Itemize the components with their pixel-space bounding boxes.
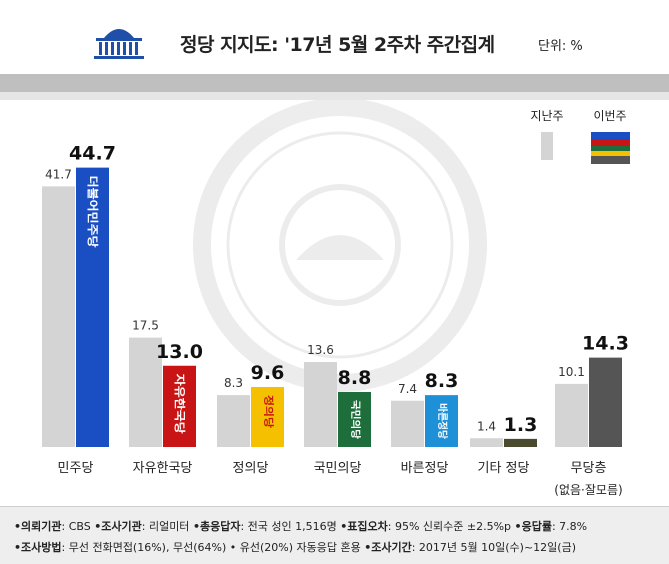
bar-previous-2: [217, 395, 250, 447]
bar-current-1: [163, 365, 196, 447]
value-label-previous-5: 1.4: [477, 419, 496, 433]
bar-chart: 지난주 이번주 41.744.7더불어민주당민주당17.513.0자유한국당자유…: [42, 100, 630, 497]
response-rate-value: : 7.8%: [551, 520, 588, 533]
party-logo-1: 자유한국당: [173, 374, 187, 434]
category-sublabel-6: (없음·잘모름): [554, 483, 622, 497]
bar-previous-4: [391, 400, 424, 447]
value-label-current-1: 13.0: [156, 341, 203, 363]
bar-current-4: [425, 395, 458, 447]
category-label-2: 정의당: [233, 461, 269, 476]
agency-value: : 리얼미터: [141, 520, 190, 533]
category-label-0: 민주당: [58, 461, 94, 476]
party-logo-4: 바른정당: [436, 403, 449, 440]
bar-previous-5: [470, 438, 503, 447]
method-value: : 무선 전화면접(16%), 무선(64%) • 유선(20%) 자동응답 혼…: [61, 541, 361, 554]
assembly-seal-watermark: [193, 100, 487, 392]
category-label-5: 기타 정당: [478, 461, 530, 476]
bar-previous-6: [555, 383, 588, 447]
legend-current-label: 이번주: [593, 109, 626, 123]
value-label-current-4: 8.3: [425, 370, 459, 392]
respondents-label: •총응답자: [192, 520, 241, 533]
legend-previous-label: 지난주: [530, 109, 563, 123]
bar-current-3: [338, 392, 371, 447]
margin-of-error-value: : 95% 신뢰수준 ±2.5%p: [387, 520, 512, 533]
response-rate-label: •응답률: [514, 520, 552, 533]
category-label-1: 자유한국당: [133, 461, 193, 476]
respondents-value: : 전국 성인 1,516명: [240, 520, 337, 533]
client-label: •의뢰기관: [14, 520, 62, 533]
category-label-4: 바른정당: [401, 461, 449, 476]
value-label-previous-1: 17.5: [132, 319, 159, 333]
survey-info-line-2: •조사방법: 무선 전화면접(16%), 무선(64%) • 유선(20%) 자…: [14, 539, 576, 555]
bar-current-6: [589, 357, 622, 447]
national-assembly-icon: [94, 29, 144, 59]
period-value: : 2017년 5월 10일(수)~12일(금): [411, 541, 577, 554]
legend-current-swatch: [591, 132, 630, 164]
value-label-current-2: 9.6: [251, 362, 285, 384]
party-logo-0: 더불어민주당: [86, 176, 100, 248]
category-label-3: 국민의당: [314, 461, 362, 476]
value-label-current-3: 8.8: [338, 367, 372, 389]
bar-current-0: [76, 167, 109, 447]
value-label-previous-3: 13.6: [307, 343, 334, 357]
value-label-previous-6: 10.1: [558, 365, 585, 379]
header: 정당 지지도: '17년 5월 2주차 주간집계 단위: %: [0, 0, 669, 74]
agency-label: •조사기관: [94, 520, 142, 533]
header-divider-light: [0, 92, 669, 100]
method-label: •조사방법: [14, 541, 62, 554]
value-label-previous-4: 7.4: [398, 382, 417, 396]
page-title: 정당 지지도: '17년 5월 2주차 주간집계: [180, 34, 495, 56]
value-label-previous-0: 41.7: [45, 167, 72, 181]
legend: 지난주 이번주: [530, 109, 630, 164]
period-label: •조사기간: [364, 541, 412, 554]
bar-current-2: [251, 387, 284, 447]
value-label-current-5: 1.3: [504, 414, 538, 436]
bar-current-5: [504, 438, 537, 447]
legend-previous-swatch: [541, 132, 553, 160]
bar-previous-3: [304, 362, 337, 447]
bar-previous-1: [129, 337, 162, 447]
client-value: : CBS: [61, 520, 91, 533]
party-logo-3: 국민의당: [349, 400, 362, 440]
survey-info-footer: •의뢰기관: CBS •조사기관: 리얼미터 •총응답자: 전국 성인 1,51…: [0, 506, 669, 564]
bar-previous-0: [42, 186, 75, 447]
party-logo-2: 정의당: [262, 395, 275, 429]
margin-of-error-label: •표집오차: [340, 520, 388, 533]
header-divider: [0, 74, 669, 92]
value-label-current-6: 14.3: [582, 333, 629, 355]
value-label-current-0: 44.7: [69, 143, 116, 165]
unit-label: 단위: %: [538, 39, 583, 54]
survey-info-line-1: •의뢰기관: CBS •조사기관: 리얼미터 •총응답자: 전국 성인 1,51…: [14, 518, 587, 534]
value-label-previous-2: 8.3: [224, 376, 243, 390]
category-label-6: 무당층: [571, 461, 607, 476]
